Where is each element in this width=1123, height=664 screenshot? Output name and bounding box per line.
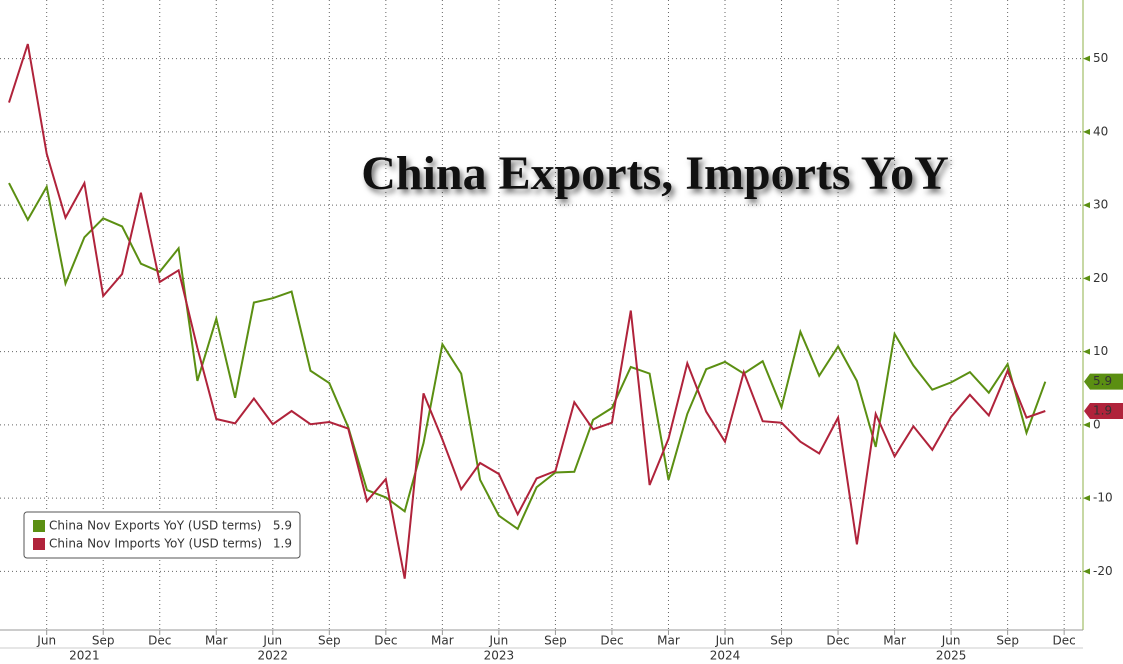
x-tick-label: Jun: [941, 634, 961, 648]
year-label: 2024: [710, 649, 741, 663]
x-tick-label: Jun: [715, 634, 735, 648]
chart-title: China Exports, Imports YoY: [361, 147, 949, 200]
y-tick: [1083, 202, 1090, 209]
y-tick-label: 30: [1093, 198, 1108, 212]
y-tick: [1083, 568, 1090, 575]
end-value-label: 1.9: [1093, 403, 1112, 417]
legend-value: 5.9: [273, 519, 292, 533]
y-tick-label: 0: [1093, 417, 1101, 431]
year-label: 2023: [484, 649, 515, 663]
x-tick-label: Dec: [1053, 634, 1076, 648]
end-value-label: 5.9: [1093, 374, 1112, 388]
x-tick-label: Sep: [544, 634, 567, 648]
year-label: 2022: [258, 649, 289, 663]
series-line: [8, 43, 1046, 579]
y-tick: [1083, 495, 1090, 502]
y-tick: [1083, 128, 1090, 135]
y-tick: [1083, 348, 1090, 355]
y-tick-label: -20: [1093, 564, 1113, 578]
legend-swatch: [33, 538, 45, 550]
x-tick-label: Sep: [318, 634, 341, 648]
y-tick-label: 10: [1093, 344, 1108, 358]
y-tick-label: 50: [1093, 51, 1108, 65]
x-tick-label: Dec: [600, 634, 623, 648]
x-tick-label: Mar: [431, 634, 454, 648]
y-tick-label: 40: [1093, 124, 1108, 138]
x-tick-label: Dec: [148, 634, 171, 648]
x-tick-label: Mar: [883, 634, 906, 648]
x-tick-label: Mar: [205, 634, 228, 648]
y-tick: [1083, 275, 1090, 282]
legend-value: 1.9: [273, 537, 292, 551]
legend-label: China Nov Imports YoY (USD terms): [49, 537, 262, 551]
plot: [8, 43, 1047, 579]
x-tick-label: Jun: [489, 634, 509, 648]
x-tick-label: Dec: [826, 634, 849, 648]
x-tick-label: Mar: [657, 634, 680, 648]
legend-label: China Nov Exports YoY (USD terms): [49, 519, 261, 533]
x-tick-label: Sep: [92, 634, 115, 648]
x-tick-label: Jun: [262, 634, 282, 648]
legend-swatch: [33, 520, 45, 532]
x-tick-label: Sep: [770, 634, 793, 648]
legend-box: [23, 511, 301, 559]
y-tick-label: -10: [1093, 491, 1113, 505]
end-tag: [1084, 402, 1123, 419]
x-tick-label: Jun: [36, 634, 56, 648]
x-tick-label: Dec: [374, 634, 397, 648]
end-tag: [1084, 373, 1123, 390]
year-label: 2025: [936, 649, 967, 663]
y-tick-label: 20: [1093, 271, 1108, 285]
year-label: 2021: [69, 649, 100, 663]
x-tick-label: Sep: [996, 634, 1019, 648]
y-tick: [1083, 421, 1090, 428]
y-tick: [1083, 55, 1090, 62]
